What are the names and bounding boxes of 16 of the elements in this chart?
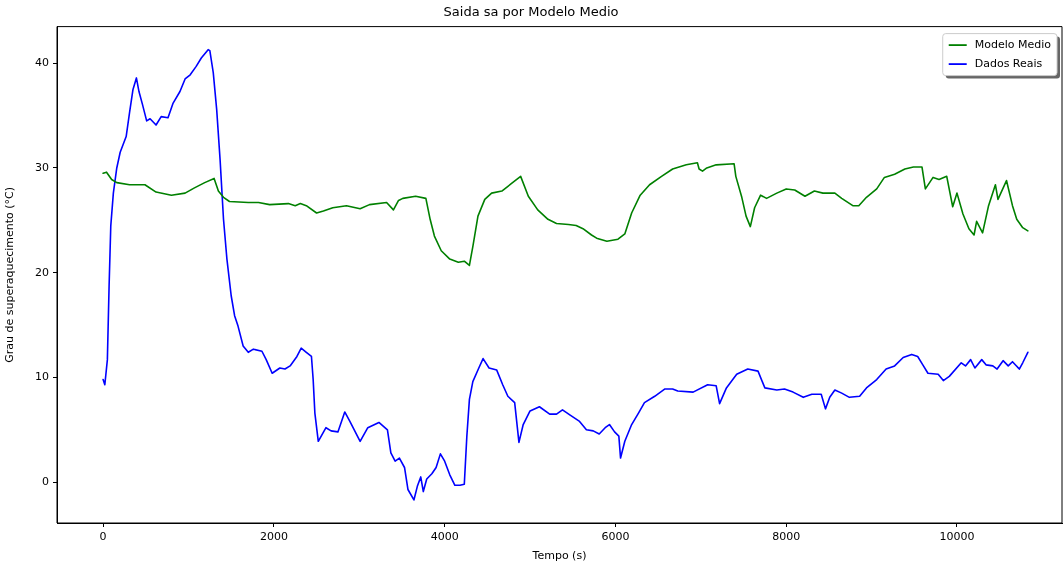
- x-tick-label: 8000: [772, 530, 801, 544]
- x-tick-label: 6000: [601, 530, 630, 544]
- y-tick-label: 30: [35, 160, 49, 174]
- y-tick-label: 40: [35, 56, 49, 70]
- x-tick-label: 2000: [259, 530, 288, 544]
- x-tick-label: 10000: [939, 530, 975, 544]
- x-tick-label: 4000: [430, 530, 459, 544]
- x-axis-title: Tempo (s): [531, 549, 587, 563]
- legend-label: Modelo Medio: [974, 37, 1052, 51]
- y-tick-label: 20: [35, 265, 49, 279]
- chart-title: Saida sa por Modelo Medio: [443, 4, 619, 20]
- y-tick-label: 0: [42, 475, 49, 489]
- y-axis-title: Grau de superaquecimento (°C): [3, 186, 17, 363]
- y-tick-label: 10: [35, 370, 49, 384]
- legend-label: Dados Reais: [974, 56, 1043, 70]
- x-tick-label: 0: [99, 530, 107, 544]
